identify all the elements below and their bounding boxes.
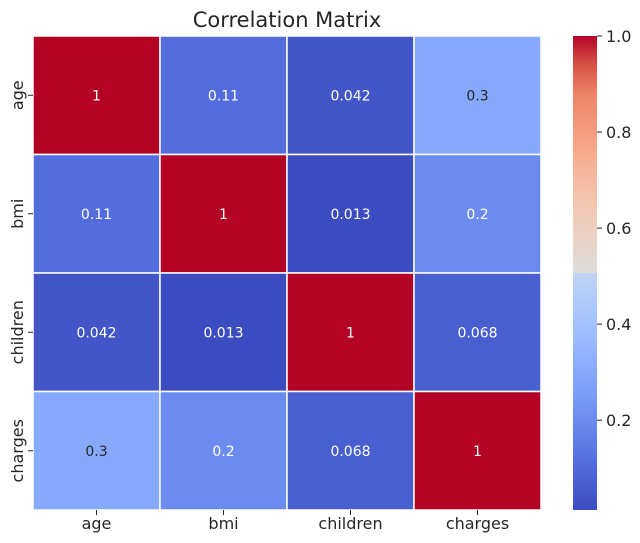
heatmap-cell-charges-bmi [159,390,288,511]
cell-value-label: 0.11 [208,88,239,104]
cell-value-label: 0.068 [330,444,370,460]
cell-value-label: 1 [473,444,482,460]
cell-value-label: 0.3 [466,88,488,104]
cell-value-label: 0.013 [203,325,243,341]
colorbar-tick-label: 0.4 [606,315,631,334]
cell-value-label: 0.042 [76,325,116,341]
colorbar-tick-label: 0.6 [606,219,631,238]
y-axis: age bmi children charges [8,80,33,482]
y-tick-label: age [8,80,27,110]
y-tick-label: charges [8,419,27,482]
cell-value-label: 1 [92,88,101,104]
heatmap-cell-age-age [32,35,161,156]
cell-value-label: 1 [219,207,228,223]
y-tick-label: children [8,300,27,364]
y-tick-label: bmi [8,199,27,229]
cell-value-label: 0.068 [457,325,497,341]
heatmap-cells [32,35,542,511]
x-axis: age bmi children charges [82,510,509,533]
colorbar-tick-label: 0.8 [606,123,631,142]
heatmap-cell-children-bmi [159,272,288,393]
colorbar-gradient [573,36,597,510]
heatmap-cell-age-charges [413,35,542,156]
heatmap-cell-bmi-bmi [159,153,288,274]
x-tick-label: age [82,514,112,533]
x-tick-label: charges [446,514,509,533]
cell-value-label: 0.2 [466,207,488,223]
heatmap-cell-bmi-charges [413,153,542,274]
cell-value-label: 0.042 [330,88,370,104]
cell-value-label: 1 [346,325,355,341]
x-tick-label: bmi [208,514,238,533]
heatmap-cell-children-charges [413,272,542,393]
colorbar-tick-label: 1.0 [606,27,631,46]
heatmap-cell-charges-age [32,390,161,511]
heatmap-cell-age-bmi [159,35,288,156]
cell-value-label: 0.013 [330,207,370,223]
heatmap-cell-age-children [286,35,415,156]
heatmap-cell-labels: 1 0.11 0.042 0.3 0.11 1 0.013 0.2 0.042 0.013 1 0.0… [76,88,497,460]
cell-value-label: 0.11 [81,207,112,223]
colorbar-tick-label: 0.2 [606,411,631,430]
colorbar-ticks: 0.2 0.4 0.6 0.8 1.0 [597,27,631,430]
x-tick-label: children [318,514,382,533]
heatmap-cell-charges-charges [413,390,542,511]
cell-value-label: 0.2 [212,444,234,460]
heatmap-cell-bmi-age [32,153,161,274]
cell-value-label: 0.3 [85,444,107,460]
colorbar: 0.2 0.4 0.6 0.8 1.0 [573,27,631,510]
chart-title: Correlation Matrix [193,8,382,32]
